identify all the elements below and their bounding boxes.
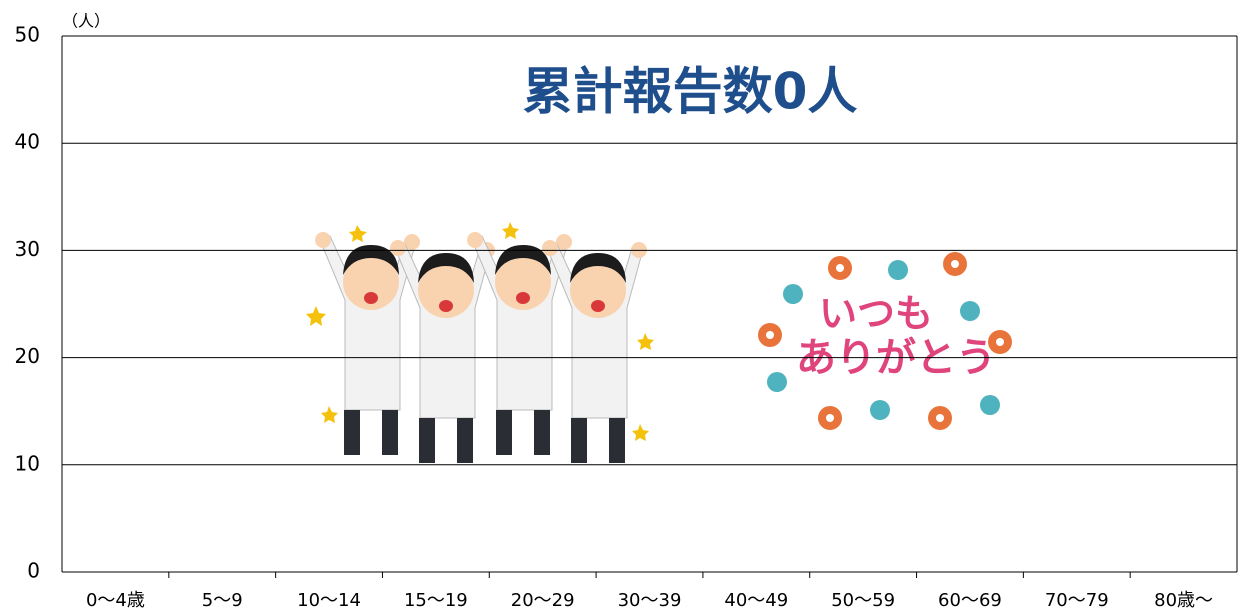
x-tick-label: 10～14 <box>297 590 361 611</box>
doctors-illustration <box>306 222 654 464</box>
x-tick-label: 70～79 <box>1045 590 1109 611</box>
y-tick-label: 10 <box>15 451 40 475</box>
x-tick-label: 60～69 <box>938 590 1002 611</box>
annotation: いつも <box>819 292 933 336</box>
x-tick-label: 40～49 <box>724 590 788 611</box>
y-tick-label: 20 <box>15 344 40 368</box>
y-tick-label: 40 <box>15 130 40 154</box>
y-tick-label: 30 <box>15 237 40 261</box>
y-unit: （人） <box>62 12 110 31</box>
x-tick-label: 20～29 <box>511 590 575 611</box>
x-tick-label: 30～39 <box>618 590 682 611</box>
y-tick-label: 0 <box>27 559 40 583</box>
x-tick-label: 5～9 <box>202 590 243 611</box>
x-tick-label: 15～19 <box>404 590 468 611</box>
y-tick-label: 50 <box>15 23 40 47</box>
flowers-illustration <box>758 252 1012 430</box>
x-tick-label: 0～4歳 <box>86 590 145 611</box>
x-tick-label: 80歳～ <box>1154 590 1213 611</box>
chart-title: 累計報告数0人 <box>523 63 858 121</box>
x-tick-label: 50～59 <box>831 590 895 611</box>
